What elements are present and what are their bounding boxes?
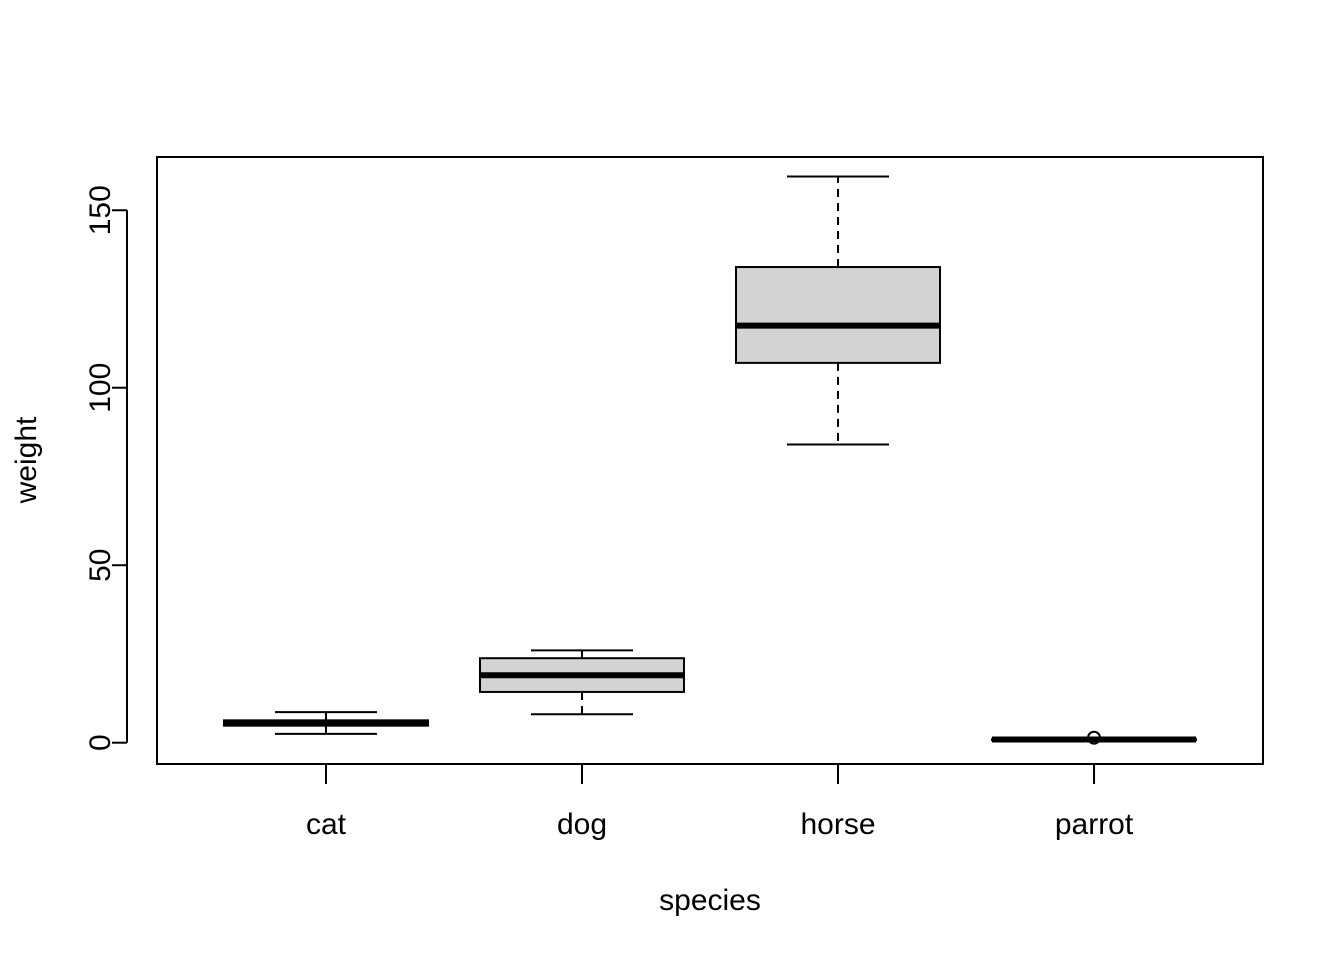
x-axis-label: species	[659, 884, 761, 917]
box-parrot	[991, 730, 1198, 745]
x-tick-label: parrot	[1055, 808, 1134, 841]
y-axis-label: weight	[10, 416, 43, 504]
plot-frame	[156, 156, 1264, 765]
y-tick-label: 0	[84, 734, 117, 751]
outlier-point	[1087, 730, 1102, 745]
box-cat	[222, 711, 429, 735]
x-tick-label: horse	[800, 808, 875, 841]
iqr-box	[735, 266, 942, 364]
x-tick-label: dog	[557, 808, 607, 841]
y-tick-label: 100	[84, 363, 117, 413]
box-horse	[735, 175, 942, 446]
boxes-group	[222, 175, 1198, 745]
y-tick-label: 50	[84, 549, 117, 582]
y-axis: 0 50 100 150	[84, 185, 128, 751]
box-dog	[478, 649, 685, 716]
x-tick-label: cat	[306, 808, 347, 841]
y-tick-label: 150	[84, 185, 117, 235]
x-axis: cat dog horse parrot	[306, 764, 1134, 841]
